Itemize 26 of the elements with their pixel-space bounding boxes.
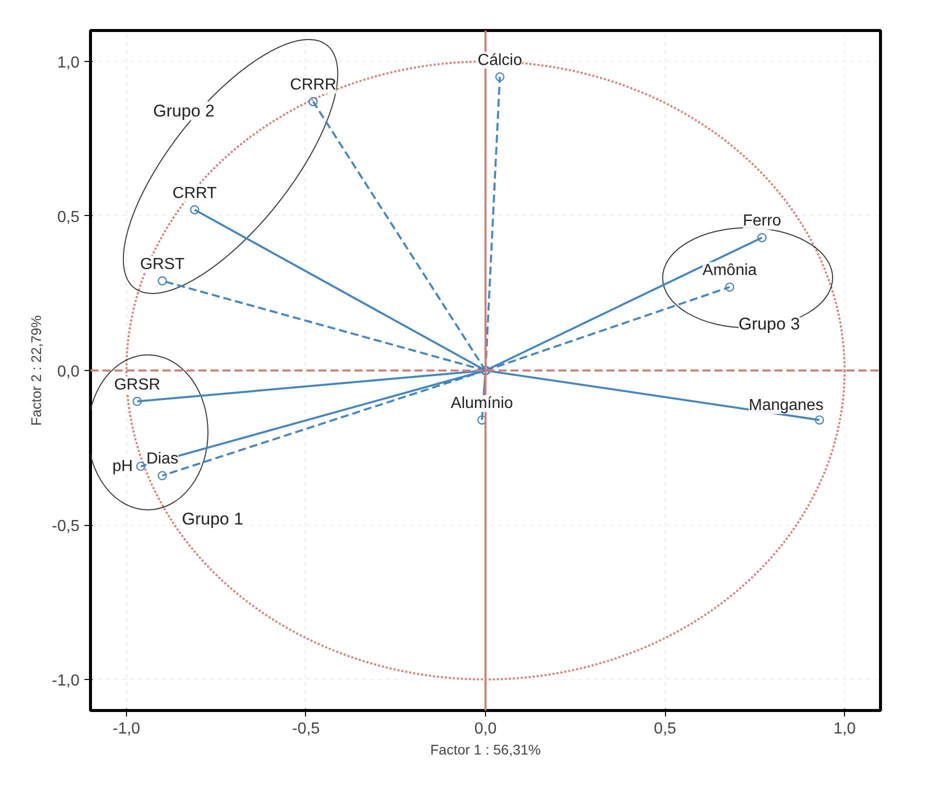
series-label: Amônia	[702, 262, 757, 280]
series-label: CRRT	[172, 184, 217, 202]
series-label: Dias	[146, 450, 178, 468]
x-tick-label: 1,0	[833, 720, 856, 738]
series-label: GRSR	[114, 376, 160, 394]
x-tick-label: -0,5	[292, 720, 320, 738]
y-axis-title: Factor 2 : 22,79%	[28, 315, 44, 426]
x-tick-label: 0,0	[474, 720, 497, 738]
y-tick-label: 0,5	[57, 208, 80, 226]
series-label: Cálcio	[478, 52, 522, 69]
y-tick-label: 1,0	[57, 54, 80, 72]
series-label: CRRR	[290, 76, 336, 94]
series-label: Alumínio	[450, 394, 514, 412]
y-tick-label: -0,5	[52, 518, 80, 536]
series-label: Manganes	[748, 396, 824, 414]
annotation: Grupo 3	[738, 314, 800, 334]
x-tick-label: -1,0	[112, 720, 140, 738]
series-label: pH	[112, 458, 133, 475]
annotation: Grupo 2	[153, 101, 215, 120]
y-tick-label: 0,0	[57, 364, 80, 380]
x-tick-label: 0,5	[654, 720, 676, 738]
annotation: Grupo 1	[182, 509, 244, 528]
series-label: Ferro	[742, 212, 782, 230]
y-tick-label: -1,0	[52, 672, 80, 690]
series-label: GRST	[140, 256, 185, 273]
x-axis-title: Factor 1 : 56,31%	[430, 742, 541, 758]
